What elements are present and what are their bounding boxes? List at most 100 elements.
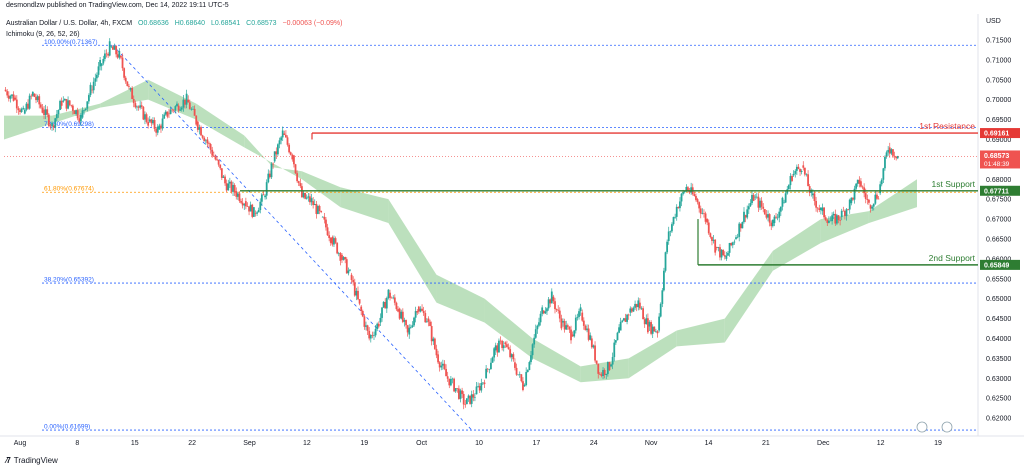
candle-body <box>570 329 572 341</box>
candle-body <box>813 193 816 202</box>
candle-body <box>895 156 898 159</box>
candle-body <box>94 78 97 82</box>
ichimoku-cloud-segment <box>628 330 677 379</box>
candle-body <box>11 94 13 97</box>
candle-body <box>400 311 403 319</box>
candle-body <box>6 91 9 96</box>
candle-body <box>887 150 890 153</box>
candle-body <box>560 318 563 329</box>
candle-body <box>224 176 226 184</box>
candle-body <box>645 318 648 325</box>
y-tick-label: 0.67000 <box>986 217 1011 224</box>
candle-body <box>441 363 444 366</box>
candle-body <box>9 96 12 99</box>
candle-body <box>385 298 388 309</box>
candle-body <box>286 137 289 145</box>
fib-level-label: 0.00%(0.61699) <box>44 424 90 431</box>
candle-body <box>158 125 161 130</box>
candle-body <box>579 307 582 312</box>
candle-body <box>728 243 731 253</box>
candle-body <box>671 224 673 232</box>
candle-body <box>842 210 845 212</box>
candle-body <box>605 373 608 375</box>
candle-body <box>381 307 383 318</box>
candle-body <box>432 338 435 342</box>
candle-body <box>773 216 776 224</box>
candle-body <box>179 109 182 111</box>
candle-body <box>603 369 606 375</box>
candle-body <box>204 140 207 142</box>
candle-body <box>267 173 270 183</box>
tradingview-logo-icon: ⁄7 <box>6 456 11 465</box>
candle-body <box>819 207 822 211</box>
candle-body <box>776 217 779 219</box>
candle-body <box>493 348 496 358</box>
candle-body <box>491 357 494 363</box>
y-tick-label: 0.65000 <box>986 296 1011 303</box>
indicator-name[interactable]: Ichimoku (9, 26, 52, 26) <box>6 31 80 38</box>
candle-body <box>333 238 335 245</box>
candle-body <box>587 328 590 340</box>
candle-body <box>746 209 749 218</box>
x-tick-label: 12 <box>303 440 311 447</box>
x-tick-label: 10 <box>475 440 483 447</box>
candle-body <box>131 87 134 99</box>
candle-body <box>771 219 774 227</box>
au-flag-event-icon <box>941 421 953 433</box>
candle-body <box>97 66 100 75</box>
candle-body <box>259 201 262 211</box>
candle-body <box>643 319 646 325</box>
candle-body <box>240 201 242 203</box>
candle-body <box>376 323 379 330</box>
candle-body <box>549 299 552 304</box>
candle-body <box>92 81 95 91</box>
candle-body <box>669 231 672 232</box>
candle-body <box>128 86 130 87</box>
candle-body <box>558 310 561 319</box>
candle-body <box>160 125 162 129</box>
candle-body <box>679 201 681 209</box>
candle-body <box>27 103 29 109</box>
candle-body <box>62 100 65 102</box>
candle-body <box>869 205 872 209</box>
candle-body <box>57 109 60 115</box>
indicator-legend[interactable]: Ichimoku (9, 26, 52, 26) <box>6 31 84 38</box>
candle-body <box>707 222 710 234</box>
candle-body <box>174 106 177 111</box>
candle-body <box>837 215 840 220</box>
candle-body <box>533 337 536 345</box>
candle-body <box>209 144 212 150</box>
candle-body <box>52 125 55 128</box>
tradingview-logo[interactable]: ⁄7 TradingView <box>6 456 58 465</box>
candle-body <box>781 197 784 207</box>
candle-body <box>526 370 529 373</box>
candle-body <box>70 105 73 106</box>
candle-body <box>104 53 106 59</box>
candle-body <box>403 320 406 322</box>
y-tick-label: 0.62000 <box>986 416 1011 423</box>
candle-body <box>659 303 662 317</box>
candle-body <box>220 168 223 178</box>
open-value: O0.68636 <box>138 20 169 27</box>
candle-body <box>590 338 593 348</box>
candle-body <box>818 208 821 211</box>
candle-body <box>321 216 324 218</box>
candle-body <box>305 197 308 199</box>
candle-body <box>629 308 632 313</box>
candle-body <box>67 100 69 109</box>
symbol-name[interactable]: Australian Dollar / U.S. Dollar, 4h, FXC… <box>6 20 133 27</box>
candle-body <box>347 270 350 274</box>
candle-body <box>289 152 292 155</box>
candle-body <box>646 318 649 333</box>
candle-body <box>613 342 616 358</box>
candle-body <box>709 233 712 238</box>
candle-body <box>102 58 105 64</box>
candle-body <box>390 297 393 299</box>
candle-body <box>360 306 363 311</box>
candle-body <box>257 210 260 213</box>
candle-body <box>427 318 430 322</box>
candle-body <box>755 196 758 198</box>
candle-body <box>675 206 678 217</box>
candle-body <box>382 301 385 308</box>
